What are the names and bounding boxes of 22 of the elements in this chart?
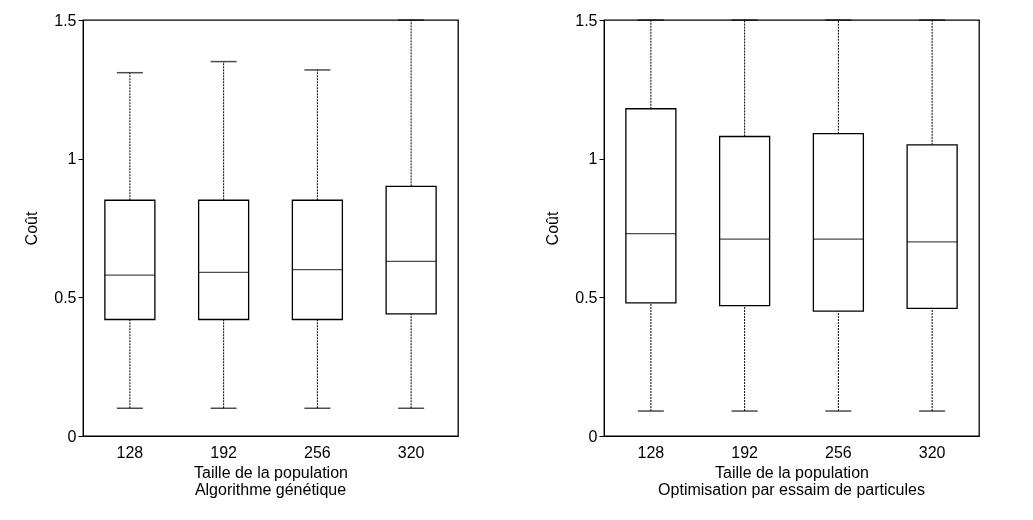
x-tick-label: 192 [731,443,759,461]
x-tick-label: 256 [304,443,331,461]
x-tick-label: 128 [637,443,665,461]
x-tick-label: 128 [116,443,144,461]
x-tick-label: 320 [918,443,946,461]
y-tick-label: 0.5 [575,288,598,306]
x-tick-label: 320 [397,443,425,461]
y-axis-title: Coût [23,211,41,246]
x-tick-label: 192 [210,443,238,461]
y-axis-title: Coût [544,211,562,246]
text: Optimisation par essaim de particules [658,481,925,498]
x-tick-label: 256 [825,443,852,461]
y-tick-label: 0 [588,427,598,445]
y-tick-label: 1.5 [54,11,77,29]
x-axis-title: Taille de la population [715,463,869,481]
x-axis-title: Taille de la population [194,463,348,481]
y-tick-label: 1.5 [575,11,598,29]
y-tick-label: 0 [67,427,77,445]
y-tick-label: 0.5 [54,288,77,306]
text: Algorithme génétique [194,481,347,498]
y-tick-label: 1 [588,150,598,168]
y-tick-label: 1 [67,150,77,168]
